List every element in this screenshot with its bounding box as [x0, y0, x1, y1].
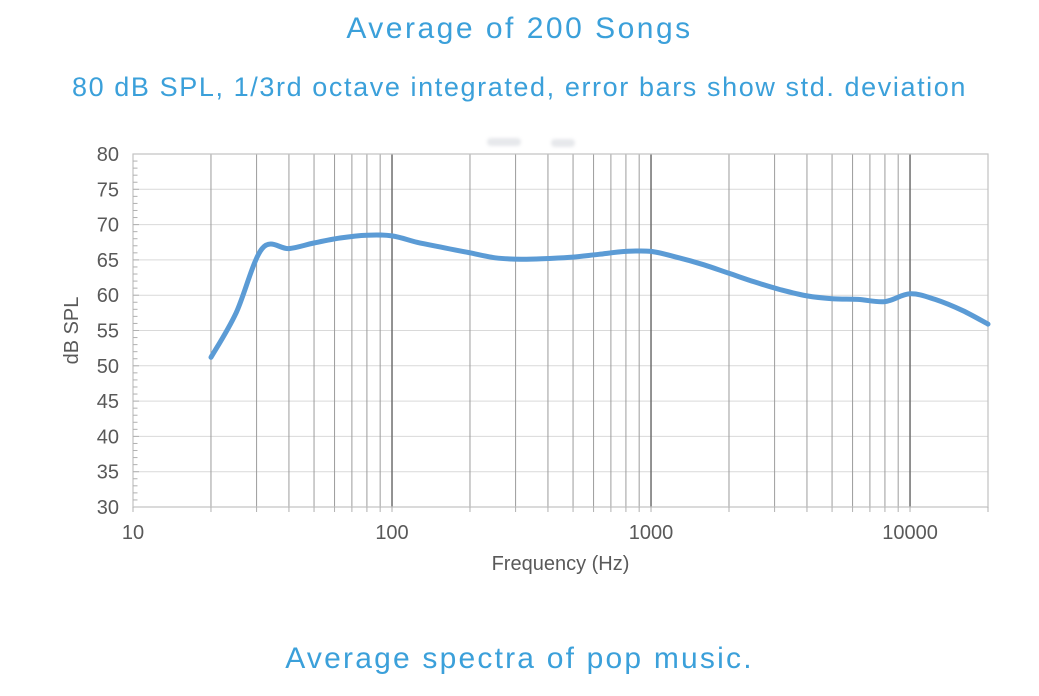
x-tick-label: 100 — [375, 522, 408, 544]
y-tick-label: 30 — [97, 497, 119, 519]
spectrum-line — [208, 232, 991, 360]
y-tick-label: 35 — [97, 462, 119, 484]
chart-title: Average of 200 Songs — [346, 12, 693, 45]
y-tick-label: 50 — [97, 356, 119, 378]
artifact-smudge — [487, 138, 521, 146]
y-tick-label: 45 — [97, 391, 119, 413]
y-tick-label: 70 — [97, 215, 119, 237]
y-axis-title: dB SPL — [61, 297, 83, 365]
y-tick-label: 40 — [97, 426, 119, 448]
y-tick-label: 75 — [97, 179, 119, 201]
artifact-smudge — [551, 139, 575, 147]
y-tick-label: 60 — [97, 285, 119, 307]
chart-subtitle: 80 dB SPL, 1/3rd octave integrated, erro… — [71, 72, 968, 102]
x-tick-label: 1000 — [629, 522, 674, 544]
y-tick-label: 65 — [97, 250, 119, 272]
x-tick-label: 10 — [122, 522, 144, 544]
y-tick-label: 55 — [97, 321, 119, 343]
y-tick-label: 80 — [97, 144, 119, 166]
x-tick-label: 10000 — [882, 522, 938, 544]
figure-caption: Average spectra of pop music. — [285, 642, 754, 675]
x-axis-title: Frequency (Hz) — [492, 553, 630, 575]
